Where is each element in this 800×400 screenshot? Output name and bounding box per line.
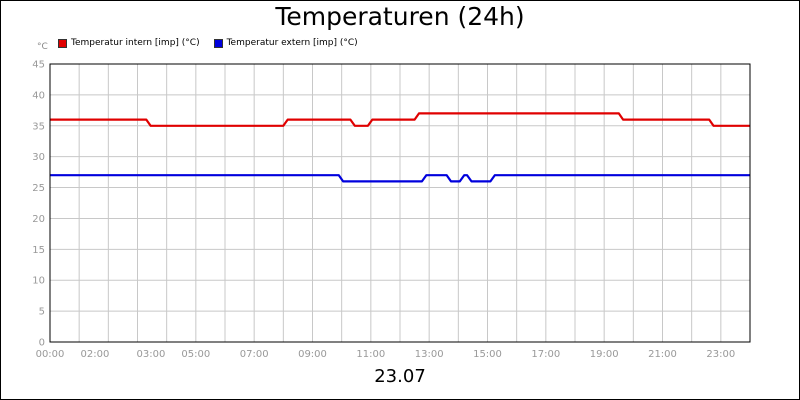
x-tick-label: 07:00 [240, 349, 269, 360]
x-tick-label: 00:00 [36, 349, 65, 360]
legend-label-extern: Temperatur extern [imp] (°C) [226, 38, 358, 48]
y-tick-label: 30 [32, 152, 45, 163]
chart-title: Temperaturen (24h) [275, 2, 525, 31]
y-tick-label: 40 [32, 90, 45, 101]
y-tick-label: 15 [32, 245, 45, 256]
x-tick-label: 05:00 [181, 349, 210, 360]
legend-item-extern: Temperatur extern [imp] (°C) [213, 38, 358, 48]
legend-swatch-intern [58, 38, 67, 48]
plot-border [49, 63, 751, 343]
x-tick-label: 17:00 [531, 349, 560, 360]
y-tick-label: 25 [32, 183, 45, 194]
x-tick-label: 03:00 [137, 349, 166, 360]
series-line-extern [50, 174, 750, 183]
y-unit-label: °C [37, 42, 48, 52]
legend-label-intern: Temperatur intern [imp] (°C) [71, 38, 200, 48]
y-tick-label: 20 [32, 214, 45, 225]
x-tick-label: 09:00 [298, 349, 327, 360]
y-tick-label: 10 [32, 276, 45, 287]
y-tick-label: 35 [32, 121, 45, 132]
y-tick-label: 0 [39, 338, 45, 349]
y-tick-label: 45 [32, 60, 45, 71]
x-tick-label: 23:00 [706, 349, 735, 360]
x-tick-label: 02:00 [81, 349, 110, 360]
legend-swatch-extern [213, 38, 223, 48]
legend: Temperatur intern [imp] (°C) Temperatur … [58, 38, 358, 48]
y-tick-label: 5 [39, 307, 45, 318]
x-tick-label: 19:00 [590, 349, 619, 360]
x-tick-label: 21:00 [648, 349, 677, 360]
legend-item-intern: Temperatur intern [imp] (°C) [58, 38, 200, 48]
date-label: 23.07 [374, 366, 426, 387]
series-line-intern [50, 112, 750, 127]
x-tick-label: 11:00 [356, 349, 385, 360]
x-tick-label: 13:00 [415, 349, 444, 360]
x-tick-label: 15:00 [473, 349, 502, 360]
